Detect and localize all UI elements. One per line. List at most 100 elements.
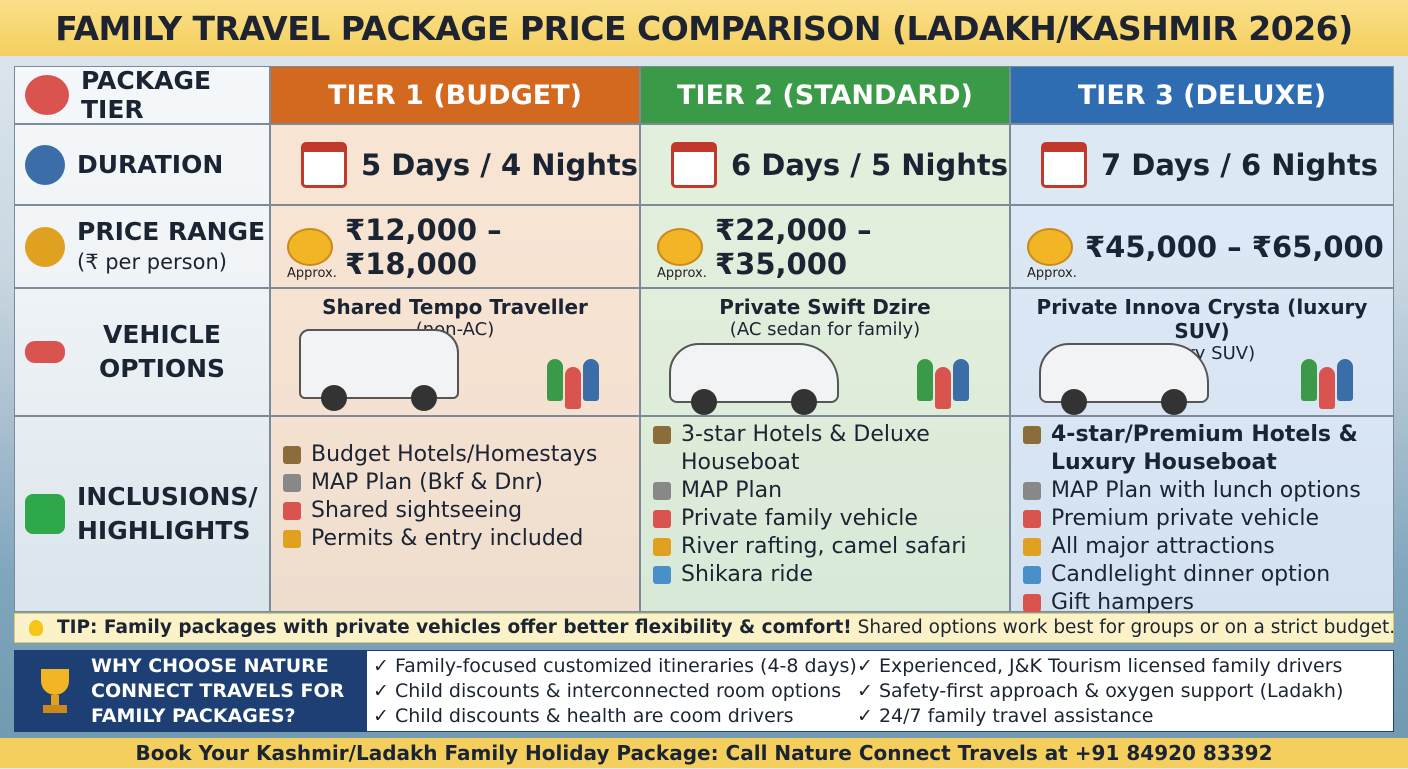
tip-text: Shared options work best for groups or o…	[857, 617, 1396, 638]
price: ₹22,000 – ₹35,000	[715, 212, 872, 281]
tier-cell: Private Innova Crysta (luxury SUV) luxury…	[1010, 288, 1394, 416]
row-icon	[25, 341, 65, 363]
vehicle-note: (AC sedan for family)	[729, 319, 921, 340]
inclusion-icon	[1023, 426, 1041, 444]
price-note: Approx.	[287, 266, 337, 281]
inclusion: MAP Plan	[653, 477, 999, 505]
inclusion-text: Private family vehicle	[681, 506, 918, 531]
inclusion-text: River rafting, camel safari	[681, 534, 967, 559]
row-icon	[25, 494, 65, 534]
inclusion: Gift hampers	[1023, 589, 1383, 617]
row-icon	[25, 144, 65, 185]
wheel	[1161, 389, 1187, 415]
inclusion: 3-star Hotels & Deluxe Houseboat	[653, 421, 999, 477]
footer: Book Your Kashmir/Ladakh Family Holiday …	[0, 738, 1408, 768]
tier-cell: 3-star Hotels & Deluxe Houseboat MAP Plan…	[640, 416, 1010, 612]
tier-cell: ₹22,000 – ₹35,000 Approx.	[640, 205, 1010, 288]
tip: TIP: Family packages with private vehicl…	[14, 613, 1396, 643]
row-icon	[25, 75, 69, 115]
family-icon	[565, 367, 581, 409]
inclusion-icon	[1023, 594, 1041, 612]
family-icon	[935, 367, 951, 409]
inclusion-icon	[653, 426, 671, 444]
vehicle-image	[299, 329, 459, 411]
inclusion: MAP Plan with lunch options	[1023, 477, 1383, 505]
tier-cell: Budget Hotels/Homestays MAP Plan (Bkf & D…	[270, 416, 640, 612]
inclusion-text: 4-star/Premium Hotels & Luxury Houseboat	[1051, 422, 1358, 475]
tier-cell: 7 Days / 6 Nights	[1010, 124, 1394, 205]
family-icon	[917, 359, 933, 401]
inclusion: All major attractions	[1023, 533, 1383, 561]
why-item: ✓ Experienced, J&K Tourism licensed fami…	[857, 655, 1343, 677]
inclusion: MAP Plan (Bkf & Dnr)	[283, 469, 629, 497]
tip-bold: TIP: Family packages with private vehicl…	[57, 617, 852, 638]
row-label-text: PRICE RANGE	[77, 216, 266, 246]
row-label: INCLUSIONS/ HIGHLIGHTS	[14, 416, 270, 612]
inclusion-text: Premium private vehicle	[1051, 506, 1320, 531]
tier-name: TIER 3 (DELUXE)	[1077, 79, 1327, 111]
family-icon	[953, 359, 969, 401]
inclusion-text: 3-star Hotels & Deluxe Houseboat	[681, 422, 930, 475]
bulb-icon	[29, 620, 43, 636]
inclusion-icon	[1023, 482, 1041, 500]
inclusion-text: All major attractions	[1051, 534, 1275, 559]
price-note: Approx.	[657, 266, 707, 281]
row-icon	[25, 226, 65, 267]
inclusion: Private family vehicle	[653, 505, 999, 533]
inclusion-icon	[653, 510, 671, 528]
calendar-icon	[301, 141, 347, 188]
inclusion-text: Shikara ride	[681, 562, 814, 587]
inclusion-text: Permits & entry included	[311, 526, 584, 551]
row-label: PRICE RANGE (₹ per person)	[14, 205, 270, 288]
duration: 6 Days / 5 Nights	[731, 147, 1008, 182]
why-heading-text: WHY CHOOSE NATURE CONNECT TRAVELS FOR FA…	[91, 655, 345, 727]
footer-text: Book Your Kashmir/Ladakh Family Holiday …	[135, 741, 1273, 765]
family-icon	[1301, 359, 1317, 401]
tier-cell: 5 Days / 4 Nights	[270, 124, 640, 205]
inclusion: River rafting, camel safari	[653, 533, 999, 561]
why-item: ✓ Safety-first approach & oxygen support…	[857, 680, 1344, 702]
tier-cell: 6 Days / 5 Nights	[640, 124, 1010, 205]
tier-header: TIER 2 (STANDARD)	[640, 66, 1010, 124]
inclusion-text: Candlelight dinner option	[1051, 562, 1331, 587]
why-item: ✓ 24/7 family travel assistance	[857, 705, 1154, 727]
inclusion: Premium private vehicle	[1023, 505, 1383, 533]
tier-cell: Private Swift Dzire (AC sedan for family)	[640, 288, 1010, 416]
wheel	[321, 385, 347, 411]
why-item: ✓ Family-focused customized itineraries …	[373, 655, 857, 677]
coin-icon	[1027, 227, 1073, 266]
inclusion-icon	[283, 446, 301, 464]
inclusion-text: Budget Hotels/Homestays	[311, 442, 598, 467]
inclusion-icon	[283, 474, 301, 492]
trophy-icon	[41, 669, 69, 713]
inclusion: Shared sightseeing	[283, 497, 629, 525]
vehicle-name: Private Swift Dzire	[719, 295, 931, 319]
inclusion-icon	[1023, 566, 1041, 584]
wheel	[791, 389, 817, 415]
inclusion-icon	[653, 482, 671, 500]
tier-name: TIER 1 (BUDGET)	[328, 79, 582, 111]
row-label-text: DURATION	[77, 150, 224, 179]
tier-cell: ₹12,000 – ₹18,000 Approx.	[270, 205, 640, 288]
price-label: PRICE RANGE (₹ per person)	[77, 217, 265, 277]
family-icon	[547, 359, 563, 401]
wheel	[411, 385, 437, 411]
row-label-text: INCLUSIONS/ HIGHLIGHTS	[77, 482, 258, 545]
inclusion-icon	[1023, 510, 1041, 528]
why-item: ✓ Child discounts & interconnected room …	[373, 680, 842, 702]
calendar-icon	[1041, 141, 1087, 188]
inclusion-text: MAP Plan	[681, 478, 783, 503]
inclusion-icon	[1023, 538, 1041, 556]
coin-icon	[657, 227, 703, 266]
inclusion: Candlelight dinner option	[1023, 561, 1383, 589]
inclusion-icon	[283, 530, 301, 548]
row-label: PACKAGE TIER	[14, 66, 270, 124]
tier-cell: 4-star/Premium Hotels & Luxury Houseboat…	[1010, 416, 1394, 615]
title: FAMILY TRAVEL PACKAGE PRICE COMPARISON (…	[0, 0, 1408, 56]
why-heading: WHY CHOOSE NATURE CONNECT TRAVELS FOR FA…	[15, 651, 367, 731]
inclusion-text: MAP Plan (Bkf & Dnr)	[311, 470, 543, 495]
price-note: Approx.	[1027, 266, 1077, 281]
inclusion: 4-star/Premium Hotels & Luxury Houseboat	[1023, 421, 1383, 477]
